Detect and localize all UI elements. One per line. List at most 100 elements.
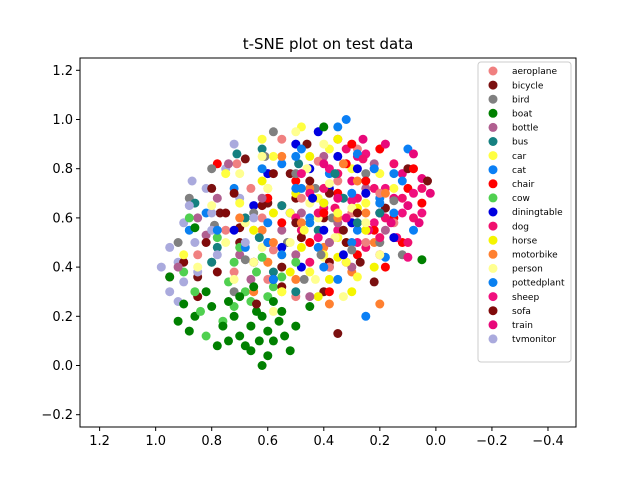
point-bicycle-9 (355, 257, 365, 267)
point-horse-9 (249, 225, 259, 235)
point-bicycle-11 (277, 262, 287, 272)
point-tvmonitor-19 (179, 277, 189, 287)
point-boat-17 (218, 321, 228, 331)
point-chair-17 (277, 218, 287, 228)
point-motorbike-13 (361, 208, 371, 218)
point-sofa-17 (352, 208, 362, 218)
point-diningtable-16 (352, 164, 362, 174)
point-bottle-10 (246, 274, 256, 284)
point-diningtable-8 (361, 188, 371, 198)
point-person-29 (268, 306, 278, 316)
point-train-10 (403, 201, 413, 211)
legend-marker-bird (488, 94, 498, 104)
point-boat-27 (305, 302, 315, 311)
point-cat-0 (341, 115, 351, 124)
point-train-19 (358, 134, 368, 144)
point-motorbike-3 (375, 299, 385, 309)
point-cat-12 (313, 242, 323, 252)
legend-label-bus: bus (512, 138, 528, 148)
legend-label-bird: bird (512, 95, 529, 105)
point-bus-4 (212, 242, 222, 252)
point-chair-7 (319, 208, 329, 218)
point-diningtable-11 (249, 201, 259, 211)
point-boat-16 (246, 346, 256, 356)
point-bus-1 (294, 159, 304, 169)
point-bottle-16 (257, 193, 267, 203)
point-pottedplant-0 (333, 122, 343, 132)
point-bicycle-17 (423, 176, 432, 186)
point-tvmonitor-16 (207, 208, 217, 218)
point-sheep-0 (347, 196, 357, 206)
point-cow-18 (184, 213, 194, 223)
point-car-20 (179, 250, 189, 260)
point-cat-18 (369, 164, 379, 174)
legend-marker-bicycle (488, 80, 498, 90)
x-tick-label-4: 0.4 (313, 434, 334, 449)
point-cat-6 (352, 225, 362, 235)
point-aeroplane-2 (333, 176, 343, 186)
point-tvmonitor-18 (249, 213, 259, 223)
point-pottedplant-14 (212, 225, 222, 235)
point-sheep-5 (397, 208, 407, 218)
point-bus-12 (291, 287, 301, 297)
point-dog-15 (305, 257, 315, 267)
point-car-18 (221, 169, 231, 179)
legend-marker-bus (488, 137, 498, 146)
legend-label-car: car (512, 152, 526, 162)
point-person-11 (263, 183, 273, 193)
point-boat-11 (280, 331, 290, 341)
point-chair-18 (347, 139, 357, 149)
point-sofa-16 (221, 208, 231, 218)
x-tick-label-7: −0.2 (476, 434, 508, 449)
point-boat-28 (190, 223, 200, 233)
point-tvmonitor-10 (212, 250, 222, 260)
point-bird-16 (316, 250, 326, 260)
point-bus-8 (352, 218, 362, 228)
legend-label-boat: boat (512, 110, 533, 120)
point-boat-20 (235, 292, 245, 302)
point-pottedplant-11 (375, 198, 385, 208)
point-cow-13 (212, 233, 222, 243)
point-dog-19 (358, 154, 368, 164)
point-train-16 (414, 218, 424, 228)
point-sofa-3 (212, 267, 222, 277)
plot-area (156, 115, 435, 370)
point-motorbike-12 (277, 151, 287, 161)
legend-items: aeroplane bicycle bird boat bottle bus car cat c… (488, 66, 565, 345)
point-person-19 (361, 218, 371, 228)
point-bus-13 (207, 257, 217, 267)
point-person-25 (291, 127, 301, 137)
legend-marker-sofa (488, 306, 498, 316)
point-pottedplant-12 (257, 164, 267, 174)
point-motorbike-9 (352, 176, 362, 186)
point-bottle-9 (380, 225, 390, 235)
y-tick-label-7: 1.2 (52, 64, 73, 79)
legend-marker-pottedplant (488, 278, 498, 287)
point-horse-18 (333, 134, 343, 144)
y-tick-label-1: 0.0 (52, 359, 73, 374)
y-tick-label-4: 0.6 (52, 211, 73, 226)
point-bird-8 (389, 196, 399, 206)
point-motorbike-0 (257, 225, 267, 235)
point-horse-13 (268, 208, 278, 218)
point-car-14 (389, 183, 399, 193)
legend-marker-car (488, 151, 498, 161)
point-person-27 (229, 274, 239, 284)
point-horse-15 (285, 267, 295, 277)
point-sheep-15 (313, 233, 323, 243)
x-tick-label-3: 0.6 (257, 434, 278, 449)
x-tick-label-1: 1.0 (145, 434, 166, 449)
point-cow-17 (229, 257, 239, 267)
y-tick-label-6: 1.0 (52, 113, 73, 128)
point-horse-17 (305, 151, 315, 161)
point-motorbike-19 (338, 159, 348, 169)
point-bird-17 (207, 164, 217, 174)
point-boat-24 (285, 346, 295, 356)
point-boat-21 (268, 297, 278, 306)
point-sofa-18 (268, 169, 278, 179)
point-boat-18 (179, 299, 189, 309)
legend-marker-dog (488, 221, 498, 231)
point-sofa-11 (229, 188, 239, 198)
point-diningtable-14 (338, 250, 348, 260)
point-pottedplant-7 (347, 238, 357, 247)
